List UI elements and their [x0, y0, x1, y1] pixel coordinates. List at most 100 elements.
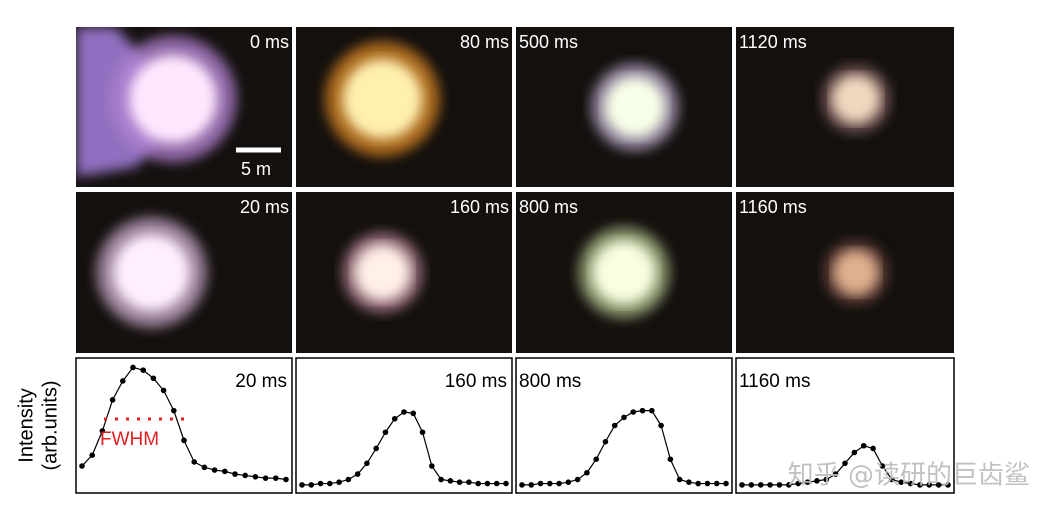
point [926, 482, 933, 488]
point [639, 407, 646, 414]
point [898, 479, 904, 486]
point [860, 442, 867, 449]
point [252, 474, 259, 480]
point [493, 480, 500, 487]
point [667, 456, 674, 463]
point [242, 472, 248, 479]
point [649, 407, 655, 414]
point [79, 463, 85, 469]
point [456, 479, 463, 486]
point [842, 460, 848, 467]
point [814, 478, 820, 484]
blob-core [342, 59, 423, 139]
point [832, 471, 839, 477]
watermark: 知乎 @读研的巨齿鲨 [788, 461, 1030, 491]
point [354, 471, 361, 477]
point [391, 415, 398, 422]
point [419, 429, 426, 436]
point [222, 468, 228, 475]
point [503, 480, 509, 487]
point [537, 480, 544, 487]
time-label: 20 ms [240, 197, 289, 217]
point [308, 482, 315, 488]
point [704, 480, 711, 487]
annotation: FWHM [100, 429, 159, 450]
point [795, 480, 801, 487]
point [907, 480, 914, 487]
point [99, 428, 106, 434]
point [695, 480, 701, 487]
plot-frame [75, 357, 293, 494]
point [602, 438, 609, 445]
point [171, 407, 177, 414]
point [879, 463, 886, 469]
blob-core [592, 240, 656, 305]
blob [591, 63, 679, 151]
point [757, 482, 764, 488]
point [382, 429, 389, 436]
image-panel: 80 ms [296, 27, 512, 187]
point [889, 476, 895, 483]
point [945, 482, 951, 488]
chart: 1160 ms [735, 357, 955, 494]
point [804, 479, 811, 486]
point [89, 452, 95, 459]
point [713, 480, 720, 487]
point [475, 480, 481, 487]
point [917, 482, 923, 488]
blob-core [604, 76, 666, 138]
point [327, 480, 333, 487]
point [429, 463, 435, 469]
point [584, 469, 590, 476]
point [109, 397, 116, 403]
point [373, 445, 379, 452]
plot-frame [515, 357, 733, 494]
time-label: 1160 ms [739, 197, 807, 217]
point [120, 378, 126, 384]
point [201, 464, 208, 471]
point [283, 476, 289, 483]
point [767, 482, 773, 488]
image-panel: 500 ms [516, 27, 732, 187]
chart-title: 20 ms [235, 371, 287, 392]
point [181, 437, 187, 444]
blob-core [831, 75, 880, 123]
time-label: 800 ms [519, 197, 578, 217]
point [748, 482, 755, 488]
point [823, 476, 830, 483]
plot-frame [295, 357, 513, 494]
image-panel: 20 ms [76, 192, 292, 353]
point [345, 476, 352, 483]
point [484, 480, 491, 487]
point [739, 482, 745, 488]
point [466, 479, 472, 486]
point [565, 479, 572, 486]
point [935, 482, 942, 488]
point [556, 480, 562, 487]
point [150, 375, 157, 382]
point [273, 475, 279, 481]
point [299, 482, 305, 488]
time-label: 1120 ms [739, 32, 807, 52]
time-label: 160 ms [450, 197, 509, 217]
point [140, 367, 146, 373]
blob [324, 41, 440, 157]
blob [578, 226, 670, 319]
blob-core [129, 55, 218, 143]
image-panel: 0 ms [76, 27, 292, 187]
blob-core [833, 250, 879, 295]
blob-core [113, 234, 190, 311]
point [776, 482, 783, 488]
image-panel: 160 ms [296, 192, 512, 353]
point [401, 409, 407, 415]
time-label: 500 ms [519, 32, 578, 52]
point [786, 482, 792, 488]
point [611, 422, 618, 429]
point [130, 364, 136, 371]
point [593, 456, 599, 463]
point [658, 422, 664, 429]
point [336, 479, 342, 486]
point [410, 410, 417, 417]
blob [821, 64, 891, 134]
